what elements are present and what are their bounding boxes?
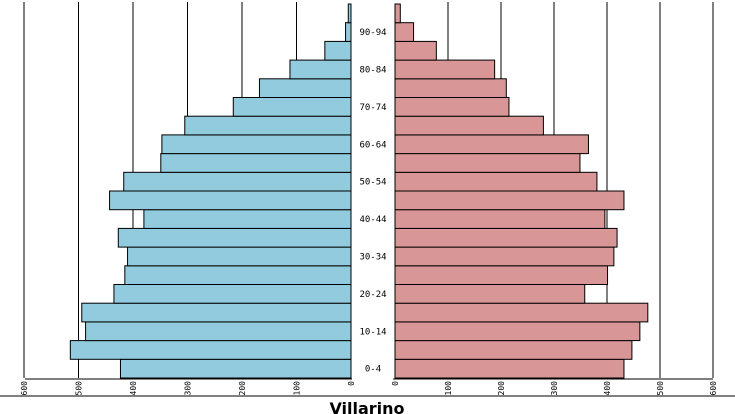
male-bar-30-34	[127, 246, 352, 267]
female-bar-45-49	[394, 190, 625, 211]
left-tick-label: 400	[129, 381, 138, 396]
female-bar-65-69	[394, 115, 544, 136]
female-bar-10-14	[394, 321, 641, 342]
right-axis-ticks: 0 100 200 300 400 500 600	[391, 381, 718, 396]
right-tick-label: 0	[391, 381, 400, 386]
chart-title: Villarino	[329, 399, 404, 414]
male-bar-25-29	[124, 265, 352, 285]
age-label: 90-94	[359, 28, 386, 38]
female-bar-5-9	[394, 340, 633, 360]
age-label: 20-24	[359, 290, 386, 300]
age-label: 30-34	[359, 252, 386, 262]
left-axis-ticks: 0 100 200 300 400 500 600	[20, 381, 356, 396]
right-tick-label: 500	[656, 381, 665, 396]
female-bar-75-79	[394, 78, 507, 99]
male-bar-65-69	[184, 115, 352, 136]
female-bar-25-29	[394, 265, 609, 285]
male-bar-5-9	[69, 340, 352, 360]
male-bar-15-19	[81, 302, 352, 323]
male-bar-70-74	[232, 97, 352, 117]
female-bar-80-84	[394, 59, 496, 80]
female-bar-85-89	[394, 40, 437, 61]
age-group-labels: 0-4 10-14 20-24 30-34 40-44 50-54 60-64 70-74 80…	[359, 28, 386, 375]
female-bar-50-54	[394, 171, 598, 192]
male-bar-55-59	[160, 153, 352, 173]
right-tick-label: 100	[444, 381, 453, 396]
age-label: 40-44	[359, 215, 386, 225]
left-tick-label: 500	[75, 381, 84, 396]
male-bar-85-89	[324, 40, 352, 61]
male-bar-20-24	[113, 284, 352, 304]
female-bar-20-24	[394, 284, 586, 304]
male-bar-80-84	[289, 59, 352, 80]
right-tick-label: 200	[497, 381, 506, 396]
male-bar-75-79	[258, 78, 352, 99]
male-bar-95+	[347, 3, 352, 24]
male-bar-10-14	[85, 321, 352, 342]
female-bar-60-64	[394, 134, 589, 155]
female-bar-30-34	[394, 246, 615, 267]
right-tick-label: 600	[709, 381, 718, 396]
male-bar-40-44	[143, 209, 352, 229]
left-tick-label: 200	[238, 381, 247, 396]
age-label: 10-14	[359, 327, 386, 337]
left-tick-label: 300	[184, 381, 193, 396]
age-label: 0-4	[365, 365, 381, 375]
female-bar-35-39	[394, 227, 618, 248]
age-label: 80-84	[359, 65, 386, 75]
right-tick-label: 300	[550, 381, 559, 396]
male-bar-45-49	[109, 190, 352, 211]
male-bars	[69, 3, 352, 379]
female-bar-90-94	[394, 22, 415, 42]
right-tick-label: 400	[603, 381, 612, 396]
male-bar-35-39	[117, 227, 352, 248]
left-tick-label: 0	[347, 381, 356, 386]
age-label: 50-54	[359, 178, 386, 188]
left-tick-label: 100	[293, 381, 302, 396]
age-label: 70-74	[359, 103, 386, 113]
female-bar-95+	[394, 3, 401, 24]
male-bar-90-94	[345, 22, 352, 42]
female-bars	[394, 3, 649, 379]
age-label: 60-64	[359, 140, 386, 150]
female-bar-70-74	[394, 97, 510, 117]
female-bar-15-19	[394, 302, 649, 323]
male-bar-50-54	[123, 171, 352, 192]
female-bar-0-4	[394, 358, 625, 379]
male-bar-60-64	[161, 134, 352, 155]
female-bar-55-59	[394, 153, 581, 173]
female-bar-40-44	[394, 209, 606, 229]
left-tick-label: 600	[20, 381, 29, 396]
male-bar-0-4	[119, 358, 352, 379]
